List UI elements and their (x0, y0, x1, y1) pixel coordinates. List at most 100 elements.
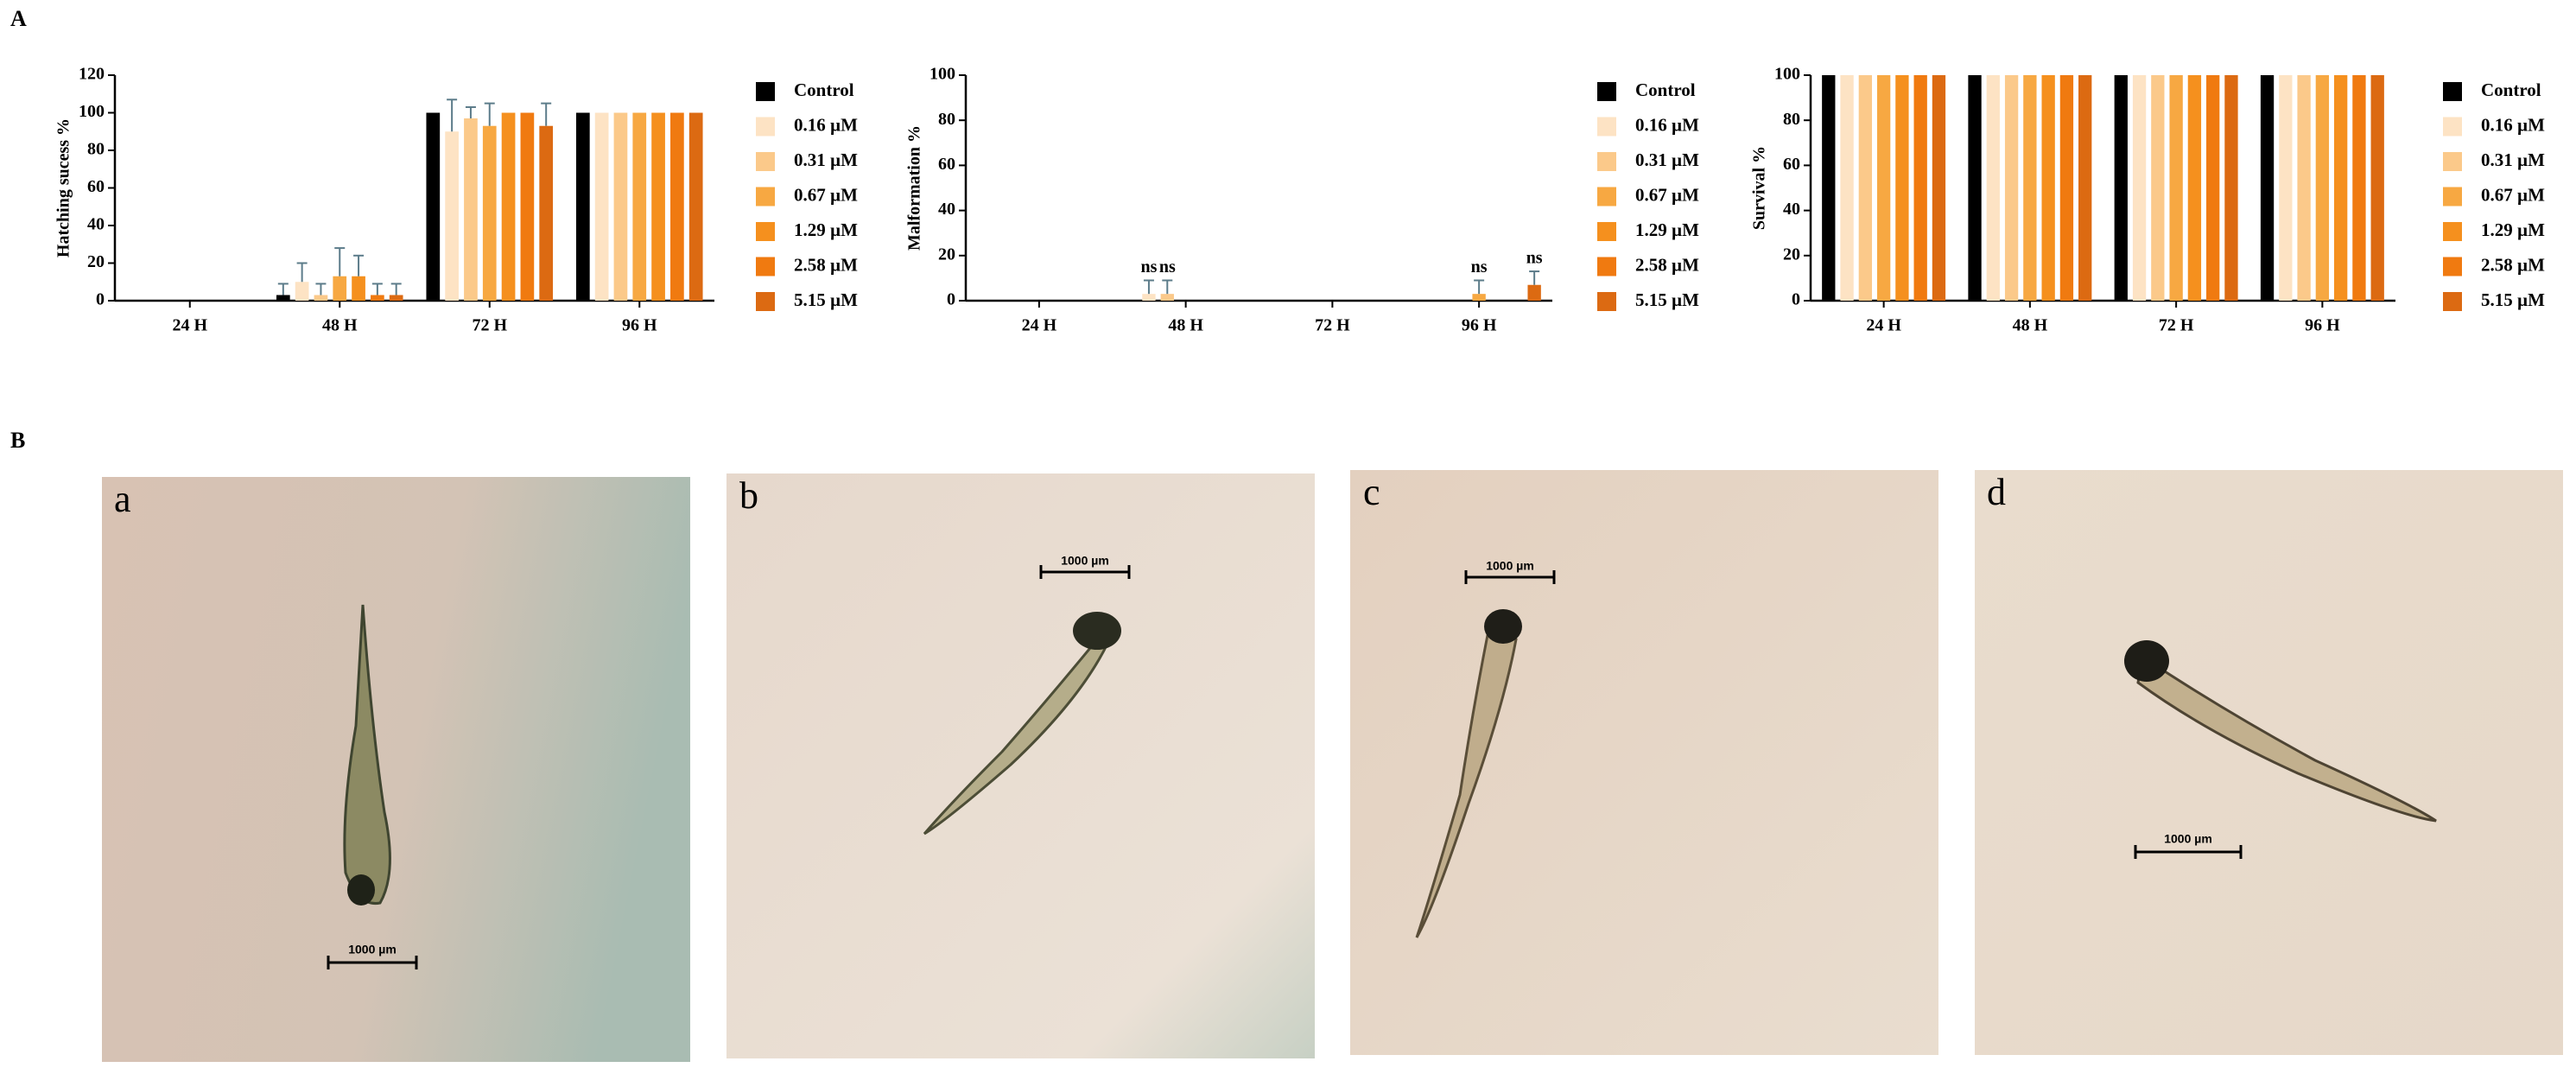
larva (923, 620, 1114, 836)
legend-label: 0.16 µM (794, 114, 858, 135)
y-tick-label: 0 (947, 290, 955, 309)
legend-label: 2.58 µM (1635, 254, 1699, 275)
y-tick-label: 100 (1774, 65, 1800, 84)
legend-swatch (1597, 187, 1616, 207)
legend-swatch (1597, 82, 1616, 101)
larva-eye (347, 874, 375, 906)
legend-swatch (756, 82, 775, 101)
y-tick-label: 40 (1783, 200, 1800, 219)
bar (445, 131, 459, 301)
legend-label: 0.31 µM (1635, 149, 1699, 170)
y-tick-label: 20 (1783, 245, 1800, 264)
legend-swatch (756, 187, 775, 207)
photo-c: c 1000 µm (1350, 470, 1938, 1055)
photo-background (1350, 470, 1938, 1055)
x-tick-label: 72 H (472, 316, 507, 335)
x-tick-label: 24 H (1866, 316, 1901, 335)
legend-swatch (2443, 82, 2462, 101)
y-tick-label: 100 (930, 65, 955, 84)
y-tick-label: 100 (79, 102, 105, 121)
x-tick-label: 48 H (2013, 316, 2048, 335)
panel-label: B (10, 428, 25, 453)
scale-bar-label: 1000 µm (2164, 832, 2212, 846)
bar (2224, 75, 2238, 301)
bar (2370, 75, 2384, 301)
bar (426, 112, 441, 301)
bar (2151, 75, 2165, 301)
bar (1858, 75, 1873, 301)
bar (2114, 75, 2128, 301)
image-label: a (114, 478, 131, 520)
bar (2333, 75, 2348, 301)
legend-label: 0.67 µM (2481, 184, 2545, 205)
photo-background (102, 477, 690, 1062)
y-tick-label: 80 (87, 140, 105, 159)
y-tick-label: 40 (87, 215, 105, 234)
legend-swatch (2443, 117, 2462, 137)
bar (2315, 75, 2330, 301)
larva-eye (1484, 609, 1522, 644)
legend-label: 5.15 µM (1635, 289, 1699, 310)
panel-label: A (10, 6, 27, 31)
legend-label: Control (2481, 79, 2541, 100)
y-tick-label: 0 (1792, 290, 1800, 309)
bar (352, 276, 365, 301)
bar (389, 295, 403, 301)
legend-swatch (1597, 117, 1616, 137)
photo-d: d 1000 µm (1975, 470, 2563, 1055)
bar (1527, 284, 1541, 301)
x-tick-label: 72 H (1315, 316, 1350, 335)
y-axis-title: Survival % (1750, 146, 1769, 230)
y-tick-label: 0 (96, 290, 105, 309)
bar (371, 295, 384, 301)
legend-swatch (2443, 187, 2462, 207)
significance-label: ns (1471, 257, 1488, 276)
bar (2206, 75, 2220, 301)
legend-swatch (2443, 292, 2462, 311)
y-tick-label: 80 (938, 110, 955, 129)
bar (1932, 75, 1946, 301)
y-axis-title: Malformation % (905, 125, 924, 251)
legend-label: 1.29 µM (794, 219, 858, 240)
x-tick-label: 24 H (1022, 316, 1057, 335)
bar (2059, 75, 2074, 301)
significance-label: ns (1159, 257, 1176, 276)
bar (1895, 75, 1909, 301)
bar (594, 112, 609, 301)
bar (2023, 75, 2037, 301)
legend-swatch (756, 152, 775, 171)
bar (2132, 75, 2147, 301)
bar (276, 295, 290, 301)
bar (1968, 75, 1982, 301)
x-tick-label: 96 H (1462, 316, 1497, 335)
x-tick-label: 96 H (2305, 316, 2340, 335)
legend-swatch (2443, 152, 2462, 171)
photo-b: b 1000 µm (726, 473, 1315, 1058)
bar (2169, 75, 2183, 301)
bar (1472, 294, 1486, 301)
larva (343, 604, 391, 906)
bar (2352, 75, 2366, 301)
legend-swatch (1597, 292, 1616, 311)
larva-head (1073, 612, 1121, 650)
y-tick-label: 20 (938, 245, 955, 264)
legend-label: 0.67 µM (1635, 184, 1699, 205)
legend-label: 2.58 µM (2481, 254, 2545, 275)
bar (1840, 75, 1854, 301)
bar (1142, 294, 1156, 301)
image-label: b (739, 474, 758, 517)
scale-bar-label: 1000 µm (1061, 554, 1109, 568)
bar (2260, 75, 2275, 301)
legend-swatch (756, 117, 775, 137)
legend-label: 1.29 µM (1635, 219, 1699, 240)
larva (1415, 620, 1518, 938)
legend-label: 5.15 µM (2481, 289, 2545, 310)
scale-bar-label: 1000 µm (1486, 559, 1534, 573)
significance-label: ns (1140, 257, 1157, 276)
legend-swatch (1597, 257, 1616, 276)
scale-bar-label: 1000 µm (348, 943, 397, 956)
bar (1822, 75, 1836, 301)
bar (2041, 75, 2055, 301)
y-axis-title: Hatching sucess % (54, 118, 73, 257)
